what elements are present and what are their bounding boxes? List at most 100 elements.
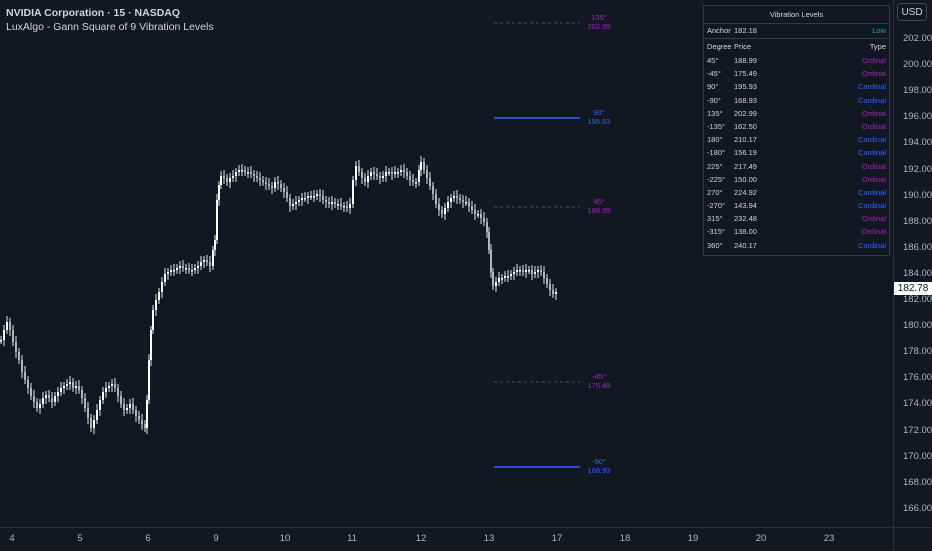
candle-body: [161, 282, 163, 292]
candle-body: [426, 170, 428, 178]
axis-corner: [893, 527, 932, 551]
candle-body: [191, 270, 193, 272]
candle-body: [72, 382, 74, 388]
indicator-name[interactable]: LuxAlgo - Gann Square of 9 Vibration Lev…: [6, 21, 214, 33]
row-degree: 225°: [707, 161, 723, 171]
candle-body: [57, 392, 59, 396]
candle-body: [543, 272, 545, 278]
candle-body: [24, 372, 26, 380]
candle-body: [420, 162, 422, 170]
candle-body: [319, 194, 321, 196]
time-tick-label: 9: [213, 533, 219, 544]
vibration-levels-table: Vibration Levels Anchor 182.18 Low Degre…: [703, 5, 890, 256]
candle-body: [81, 390, 83, 398]
table-title: Vibration Levels: [704, 6, 889, 24]
vibration-level-label: 135° 202.99: [579, 13, 619, 31]
row-type: Ordinal: [861, 108, 886, 118]
candle-body: [549, 284, 551, 290]
candle-body: [99, 400, 101, 410]
table-header: Degree Price Type: [704, 39, 889, 54]
row-degree: -270°: [707, 201, 726, 211]
candle-body: [462, 200, 464, 202]
price-tick-label: 190.00: [903, 189, 932, 201]
candle-body: [12, 330, 14, 342]
table-row: 360° 240.17 Cardinal: [704, 239, 889, 252]
candle-body: [438, 204, 440, 210]
candle-body: [111, 384, 113, 386]
candle-body: [298, 200, 300, 202]
candle-body: [33, 396, 35, 402]
current-price-badge: 182.78: [894, 282, 932, 295]
table-row: 315° 232.48 Ordinal: [704, 212, 889, 225]
candle-body: [397, 172, 399, 174]
price-tick-label: 202.00: [903, 33, 932, 44]
row-price: 224.92: [734, 187, 757, 197]
table-row: -90° 168.93 Cardinal: [704, 94, 889, 107]
candle-body: [45, 395, 47, 398]
row-type: Cardinal: [858, 135, 886, 145]
candle-body: [382, 176, 384, 178]
candle-body: [75, 386, 77, 388]
candle-body: [148, 360, 150, 400]
candle-body: [328, 202, 330, 204]
candle-body: [135, 410, 137, 416]
vibration-level-label: -45° 175.49: [579, 372, 619, 390]
candle-body: [203, 260, 205, 262]
candle-body: [403, 170, 405, 172]
row-price: 162.50: [734, 121, 757, 131]
candle-body: [9, 322, 11, 330]
vibration-level-label: 90° 195.93: [579, 108, 619, 126]
candle-body: [385, 172, 387, 176]
row-type: Cardinal: [858, 148, 886, 158]
candle-body: [519, 270, 521, 272]
row-degree: 45°: [707, 56, 719, 65]
price-tick-label: 168.00: [903, 476, 932, 488]
candle-body: [54, 396, 56, 402]
row-type: Cardinal: [858, 82, 886, 92]
row-price: 156.19: [734, 148, 757, 158]
anchor-label: Anchor: [707, 26, 731, 35]
price-chart[interactable]: [0, 0, 893, 527]
price-tick-label: 176.00: [903, 372, 932, 384]
time-axis[interactable]: [0, 527, 893, 551]
candle-body: [123, 404, 125, 410]
row-price: 210.17: [734, 135, 757, 145]
candle-body: [510, 274, 512, 276]
candle-body: [325, 200, 327, 202]
candle-body: [474, 210, 476, 214]
row-type: Cardinal: [858, 201, 886, 211]
candle-body: [459, 198, 461, 200]
candle-body: [158, 292, 160, 300]
candle-body: [537, 270, 539, 272]
candle-body: [87, 408, 89, 418]
table-row: -135° 162.50 Ordinal: [704, 120, 889, 133]
candle-body: [132, 404, 134, 410]
price-axis[interactable]: [893, 0, 932, 527]
level-price: 175.49: [587, 381, 611, 390]
row-degree: 315°: [707, 214, 723, 224]
candle-body: [39, 404, 41, 408]
candle-body: [409, 176, 411, 180]
row-type: Ordinal: [861, 227, 886, 237]
candle-body: [376, 174, 378, 176]
candle-body: [304, 198, 306, 200]
symbol-title[interactable]: NVIDIA Corporation · 15 · NASDAQ: [6, 7, 181, 19]
row-degree: 360°: [707, 240, 723, 250]
candle-body: [331, 202, 333, 204]
candle-body: [188, 268, 190, 270]
candle-body: [370, 172, 372, 176]
row-price: 217.49: [734, 161, 757, 171]
candle-body: [513, 272, 515, 274]
candle-body: [256, 176, 258, 178]
anchor-type: Low: [872, 26, 886, 35]
candle-body: [78, 386, 80, 390]
row-price: 202.99: [734, 108, 757, 118]
row-degree: 90°: [707, 82, 719, 92]
row-type: Cardinal: [858, 95, 886, 105]
candle-body: [218, 185, 220, 200]
candle-body: [447, 202, 449, 208]
row-type: Ordinal: [861, 174, 886, 184]
level-degree: -45°: [592, 372, 606, 381]
currency-button[interactable]: USD: [897, 3, 927, 21]
row-type: Ordinal: [861, 56, 886, 65]
